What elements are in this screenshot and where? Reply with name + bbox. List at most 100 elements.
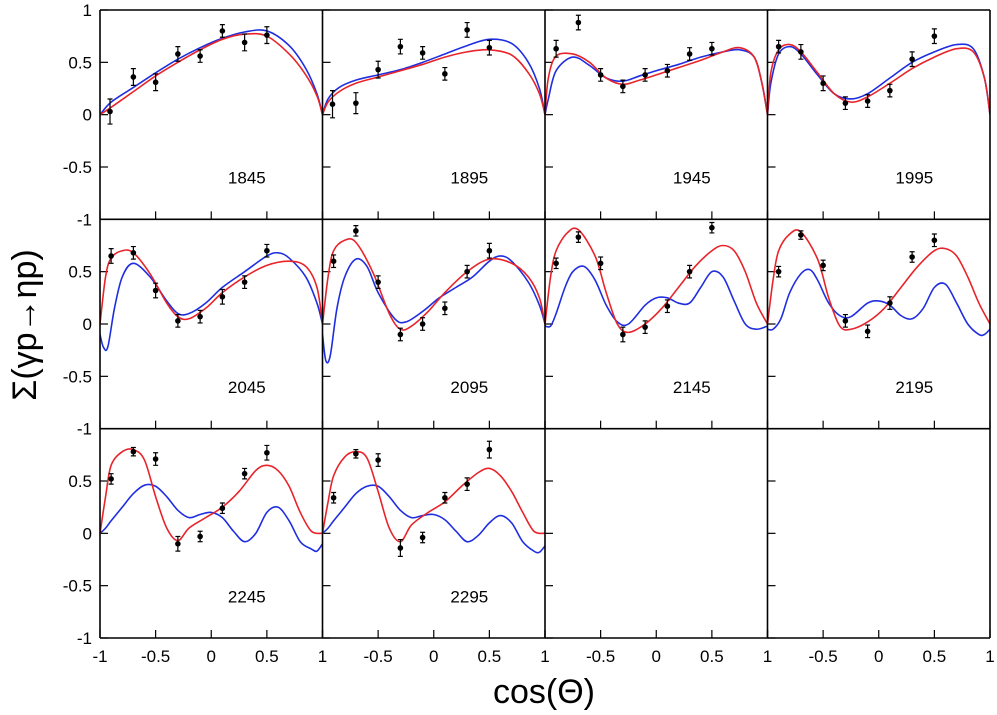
data-point	[709, 221, 715, 234]
y-tick-label: 0.5	[68, 472, 92, 491]
data-point	[175, 46, 181, 62]
blue-curve	[545, 48, 768, 115]
data-point	[330, 254, 337, 269]
data-point	[620, 79, 626, 94]
y-tick-label: -0.5	[63, 367, 92, 386]
data-point	[130, 245, 137, 260]
x-tick-label: -0.5	[363, 647, 392, 666]
data-point	[219, 24, 226, 38]
data-point	[709, 41, 715, 56]
x-tick-label: -0.5	[808, 647, 837, 666]
data-point	[575, 231, 582, 243]
data-point	[329, 89, 336, 119]
data-point	[241, 467, 248, 480]
data-point	[108, 473, 114, 485]
data-point	[842, 96, 849, 111]
panel-energy-label: 1995	[895, 169, 933, 188]
data-point	[375, 453, 381, 467]
panel-energy-label: 1895	[450, 169, 488, 188]
data-point	[931, 233, 938, 248]
blue-curve	[322, 255, 545, 364]
x-axis-title: cos(Θ)	[493, 673, 595, 711]
panel-7: 2145	[544, 218, 769, 430]
data-point	[820, 259, 826, 272]
data-point	[353, 92, 359, 115]
data-point	[642, 320, 648, 335]
panel-energy-label: 1845	[228, 169, 266, 188]
red-curve	[322, 238, 545, 331]
data-point	[419, 317, 426, 331]
y-tick-label: -1	[77, 210, 92, 229]
data-point	[686, 47, 693, 61]
data-point	[175, 313, 181, 328]
red-curve	[100, 448, 323, 542]
data-point	[264, 444, 270, 461]
red-curve	[100, 32, 323, 116]
data-point	[419, 531, 426, 544]
y-tick-label: 1	[83, 1, 92, 20]
y-tick-label: -1	[77, 420, 92, 439]
y-tick-label: 0	[83, 106, 92, 125]
panel-1: 1845	[99, 9, 324, 220]
data-point	[842, 313, 849, 328]
data-point	[264, 243, 270, 258]
data-point	[241, 33, 248, 52]
data-point	[442, 66, 448, 81]
data-point	[597, 68, 604, 82]
data-point	[353, 449, 359, 459]
panel-energy-label: 2295	[450, 587, 488, 606]
panel-11	[544, 428, 769, 639]
data-point	[152, 73, 159, 92]
red-curve	[767, 43, 990, 115]
data-point	[397, 539, 404, 557]
y-tick-label: 0.5	[68, 263, 92, 282]
panel-3: 1945	[544, 9, 769, 220]
panel-energy-label: 1945	[673, 169, 711, 188]
blue-curve	[767, 43, 990, 115]
data-point	[620, 326, 626, 343]
data-point	[219, 288, 226, 305]
blue-curve	[100, 29, 323, 116]
panel-8: 2195	[766, 218, 991, 430]
data-point	[219, 502, 226, 515]
y-tick-label: -0.5	[63, 158, 92, 177]
data-point	[130, 446, 137, 457]
y-tick-label: -1	[77, 629, 92, 648]
red-curve	[322, 450, 545, 543]
data-point	[397, 327, 404, 342]
x-tick-label: 0	[429, 647, 438, 666]
x-tick-label: 0	[207, 647, 216, 666]
y-axis-title: Σ(γp→ηp)	[6, 249, 44, 400]
data-point	[486, 440, 493, 459]
red-curve	[322, 48, 545, 115]
data-point	[575, 14, 582, 31]
y-tick-label: 0.5	[68, 53, 92, 72]
panel-12	[766, 428, 991, 639]
x-tick-label: 0.5	[923, 647, 947, 666]
panel-energy-label: 2045	[228, 378, 266, 397]
data-point	[419, 46, 426, 60]
data-point	[909, 251, 915, 263]
panel-energy-label: 2145	[673, 378, 711, 397]
data-point	[442, 301, 448, 316]
data-point	[464, 264, 470, 279]
panel-energy-label: 2195	[895, 378, 933, 397]
blue-curve	[545, 265, 768, 331]
data-point	[108, 248, 114, 264]
panel-9: 2245	[99, 428, 324, 639]
data-point	[864, 94, 871, 108]
data-point	[375, 60, 381, 79]
panel-6: 2095	[321, 218, 546, 430]
x-tick-label: -0.5	[586, 647, 615, 666]
y-tick-label: -0.5	[63, 577, 92, 596]
data-point	[553, 39, 559, 58]
panel-energy-label: 2245	[228, 587, 266, 606]
data-point	[798, 230, 804, 240]
data-point	[197, 309, 203, 324]
x-tick-label: 1	[318, 647, 327, 666]
blue-curve	[100, 483, 323, 553]
y-tick-label: 0	[83, 524, 92, 543]
data-point	[887, 296, 893, 310]
blue-curve	[100, 251, 323, 352]
